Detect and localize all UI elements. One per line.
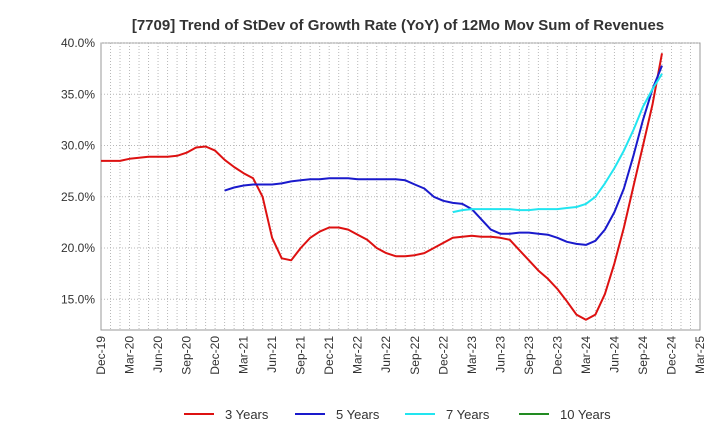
legend-label: 3 Years <box>225 407 269 422</box>
x-axis: Dec-19 Mar-20 Jun-20 Sep-20 Dec-20 Mar-21 Jun-… <box>94 336 707 375</box>
y-tick-label: 35.0% <box>61 87 95 101</box>
legend: 3 Years 5 Years 7 Years 10 Years <box>184 407 611 422</box>
y-tick-label: 40.0% <box>61 36 95 50</box>
x-tick-label: Jun-23 <box>493 336 507 373</box>
x-tick-label: Sep-20 <box>180 336 194 375</box>
x-tick-label: Mar-21 <box>237 336 251 374</box>
series-line-5-years <box>224 65 663 246</box>
x-tick-label: Dec-22 <box>436 336 450 375</box>
legend-label: 7 Years <box>446 407 490 422</box>
x-tick-label: Jun-22 <box>379 336 393 373</box>
legend-label: 10 Years <box>560 407 611 422</box>
x-tick-label: Sep-21 <box>294 336 308 375</box>
x-tick-label: Mar-23 <box>465 336 479 374</box>
x-tick-label: Mar-25 <box>693 336 707 374</box>
x-tick-label: Mar-22 <box>351 336 365 374</box>
y-axis: 15.0% 20.0% 25.0% 30.0% 35.0% 40.0% <box>61 36 95 306</box>
x-tick-label: Mar-24 <box>579 336 593 374</box>
x-tick-label: Sep-22 <box>408 336 422 375</box>
x-tick-label: Dec-19 <box>94 336 108 375</box>
x-tick-label: Dec-20 <box>208 336 222 375</box>
y-tick-label: 30.0% <box>61 139 95 153</box>
series-line-3-years <box>101 53 663 321</box>
x-tick-label: Mar-20 <box>123 336 137 374</box>
y-tick-label: 25.0% <box>61 190 95 204</box>
x-tick-label: Sep-24 <box>636 336 650 375</box>
grid <box>101 42 700 330</box>
x-tick-label: Dec-24 <box>664 336 678 375</box>
y-tick-label: 15.0% <box>61 292 95 306</box>
x-tick-label: Sep-23 <box>522 336 536 375</box>
x-tick-label: Jun-20 <box>151 336 165 373</box>
plot-area <box>100 42 701 331</box>
x-tick-label: Jun-21 <box>265 336 279 373</box>
y-tick-label: 20.0% <box>61 241 95 255</box>
legend-label: 5 Years <box>336 407 380 422</box>
x-tick-label: Jun-24 <box>607 336 621 373</box>
chart-title: [7709] Trend of StDev of Growth Rate (Yo… <box>132 17 664 34</box>
series-line-7-years <box>452 73 663 214</box>
x-tick-label: Dec-21 <box>322 336 336 375</box>
x-tick-label: Dec-23 <box>550 336 564 375</box>
series-group <box>101 53 663 321</box>
